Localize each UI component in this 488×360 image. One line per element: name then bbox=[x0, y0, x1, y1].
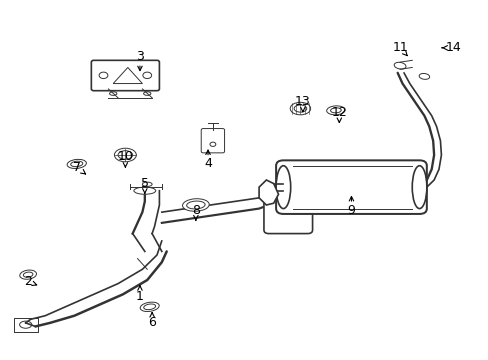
Text: 11: 11 bbox=[391, 41, 407, 54]
Text: 13: 13 bbox=[294, 95, 310, 108]
Ellipse shape bbox=[67, 159, 86, 168]
FancyBboxPatch shape bbox=[264, 191, 312, 234]
Text: 10: 10 bbox=[117, 150, 133, 163]
Ellipse shape bbox=[134, 187, 156, 194]
Text: 9: 9 bbox=[347, 204, 355, 217]
Text: 1: 1 bbox=[136, 289, 143, 303]
Text: 12: 12 bbox=[331, 105, 346, 119]
Polygon shape bbox=[259, 180, 278, 205]
FancyBboxPatch shape bbox=[91, 60, 159, 91]
Ellipse shape bbox=[182, 199, 209, 211]
Ellipse shape bbox=[411, 166, 426, 208]
Text: 5: 5 bbox=[141, 177, 148, 190]
Text: 6: 6 bbox=[148, 316, 156, 329]
Ellipse shape bbox=[114, 148, 136, 162]
Text: 2: 2 bbox=[24, 275, 32, 288]
FancyBboxPatch shape bbox=[276, 160, 426, 214]
Text: 7: 7 bbox=[73, 161, 81, 174]
Text: 4: 4 bbox=[203, 157, 211, 170]
Ellipse shape bbox=[393, 62, 405, 69]
Text: 3: 3 bbox=[136, 50, 143, 63]
Text: 8: 8 bbox=[191, 204, 200, 217]
Text: 14: 14 bbox=[445, 41, 461, 54]
FancyBboxPatch shape bbox=[201, 129, 224, 153]
Ellipse shape bbox=[276, 166, 290, 208]
